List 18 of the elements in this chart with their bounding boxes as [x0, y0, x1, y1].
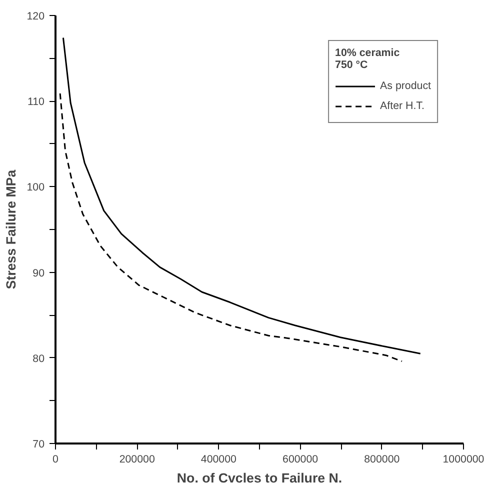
y-tick-label: 100 [26, 182, 45, 194]
legend-title: 10% ceramic 750 °C [335, 47, 401, 71]
x-tick-label: 800000 [364, 454, 400, 466]
x-tick-label: 200000 [119, 454, 155, 466]
x-axis-title: No. of Cvcles to Failure N. [176, 470, 342, 486]
line-series [59, 92, 403, 362]
x-tick-label: 0 [52, 454, 59, 466]
legend-label: After H.T. [380, 100, 424, 112]
legend-label: As product [380, 80, 431, 92]
x-tick-label: 600000 [282, 454, 318, 466]
y-tick-label: 80 [32, 352, 45, 365]
y-tick-label: 90 [32, 267, 45, 280]
y-axis-title: Stress Failure MPa [4, 169, 19, 290]
x-tick-label: 400000 [200, 454, 237, 466]
y-tick-label: 70 [32, 438, 45, 450]
x-tick-label: 1000000 [442, 454, 484, 466]
y-tick-label: 120 [26, 10, 45, 22]
y-tick-label: 110 [28, 96, 45, 108]
